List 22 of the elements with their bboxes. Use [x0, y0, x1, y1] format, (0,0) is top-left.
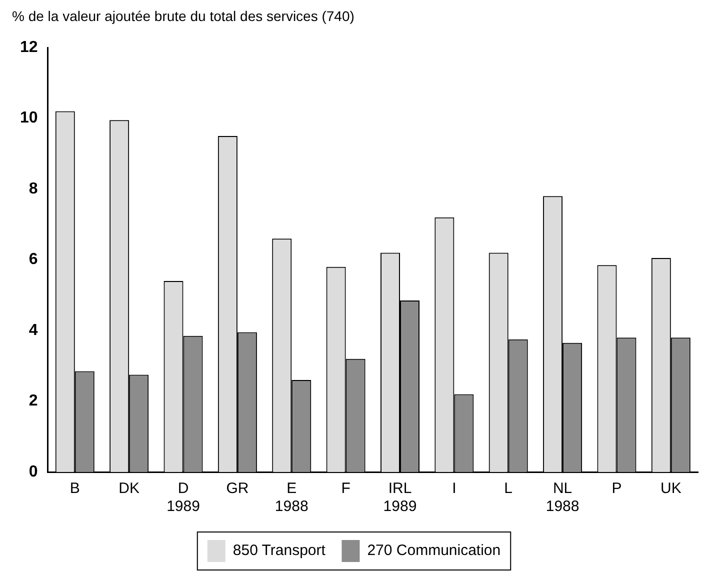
- x-tick-label: I: [452, 480, 456, 498]
- y-tick-label: 4: [28, 322, 38, 339]
- y-tick-label: 12: [20, 39, 38, 56]
- x-tick-label: NL 1988: [546, 480, 580, 516]
- x-tick-label: F: [341, 480, 350, 498]
- x-tick-label: UK: [660, 480, 682, 498]
- x-tick-label: D 1989: [166, 480, 200, 516]
- y-tick-label: 0: [28, 463, 38, 480]
- x-tick-label: DK: [118, 480, 140, 498]
- legend-label: 850 Transport: [232, 542, 326, 560]
- x-tick-label: B: [70, 480, 80, 498]
- x-tick-label: E 1988: [274, 480, 308, 516]
- legend-label: 270 Communication: [367, 542, 501, 560]
- y-tick-label: 10: [20, 110, 38, 127]
- x-tick-label: IRL 1989: [383, 480, 417, 516]
- y-axis-title: % de la valeur ajoutée brute du total des services (740): [12, 8, 354, 24]
- y-tick-label: 6: [28, 251, 38, 268]
- y-tick-label: 8: [28, 180, 38, 198]
- x-tick-label: P: [612, 480, 622, 498]
- y-tick-label: 2: [28, 392, 38, 410]
- x-tick-label: L: [504, 480, 513, 498]
- x-tick-label: GR: [226, 480, 249, 498]
